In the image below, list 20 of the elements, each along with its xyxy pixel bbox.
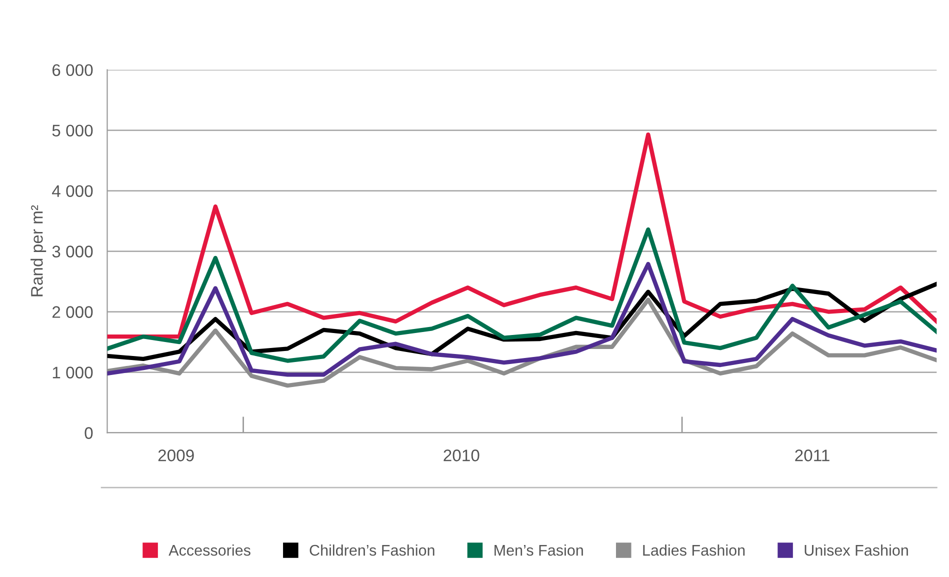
y-tick-label: 4 000 <box>52 185 93 197</box>
y-tick-label: 0 <box>84 427 93 439</box>
line-series <box>107 132 937 339</box>
legend-label: Unisex Fashion <box>804 544 908 556</box>
y-tick-label: 5 000 <box>52 124 93 137</box>
legend-label: Ladies Fashion <box>643 544 745 556</box>
text: 2010 <box>444 450 480 462</box>
text: 2009 <box>158 450 194 462</box>
legend-label: Children’s Fashion <box>310 544 434 556</box>
y-tick-label: 6 000 <box>52 64 93 76</box>
y-tick-label: 1 000 <box>52 366 93 378</box>
legend-label: Accessories <box>168 544 250 556</box>
line-series <box>107 298 937 388</box>
line-series <box>107 262 937 377</box>
y-tick-label: 3 000 <box>52 246 93 258</box>
y-tick-label: 2 000 <box>52 306 93 318</box>
y-axis-title: Rand per m² <box>30 205 46 296</box>
text: 2011 <box>795 450 830 462</box>
line-series <box>107 227 937 363</box>
legend-label: Men’s Fasion <box>494 544 583 556</box>
